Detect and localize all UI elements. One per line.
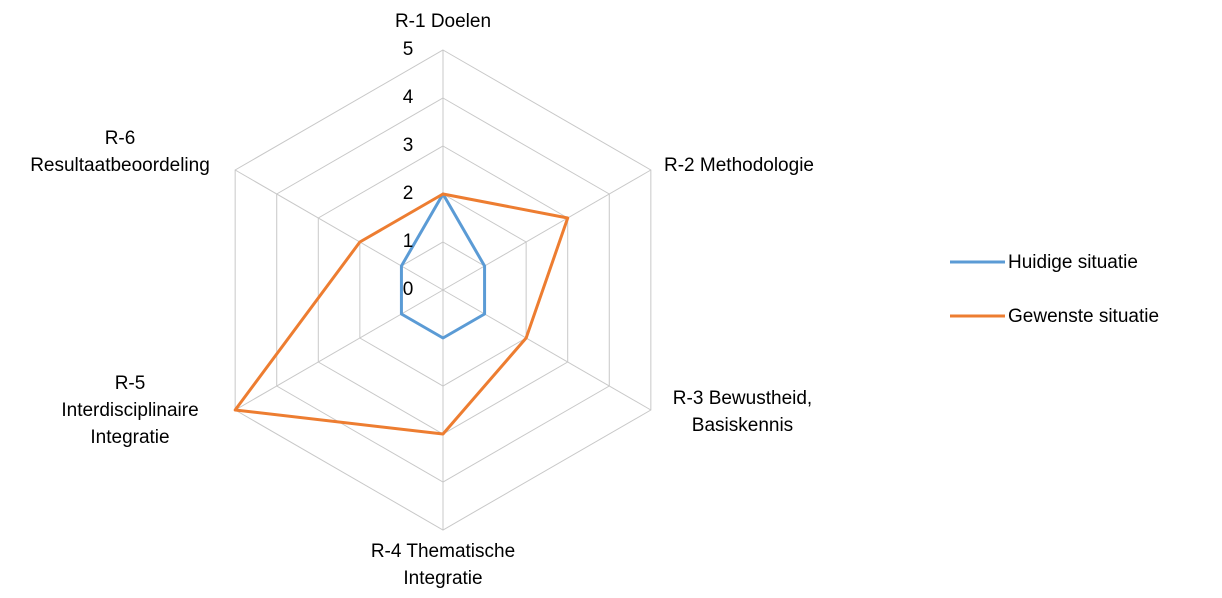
y-tick-label: 3 <box>403 135 414 156</box>
spoke <box>442 289 652 411</box>
y-tick-label: 4 <box>403 87 414 108</box>
y-tick-label: 5 <box>403 39 414 60</box>
series-line <box>399 192 487 340</box>
y-tick-label: 2 <box>403 183 414 204</box>
category-label: R-1 Doelen <box>394 11 492 32</box>
legend-label: Gewenste situatie <box>1008 306 1159 327</box>
legend-label: Huidige situatie <box>1008 252 1138 273</box>
spoke <box>234 289 444 411</box>
category-label: R-2 Methodologie <box>664 155 814 176</box>
spoke <box>442 169 652 291</box>
category-label: R-4 Thematische Integratie <box>370 541 516 589</box>
series-line <box>233 192 570 436</box>
category-label: R-3 Bewustheid, Basiskennis <box>672 388 813 436</box>
category-label: R-6 Resultaatbeoordeling <box>30 128 210 176</box>
category-label: R-5 Interdisciplinaire Integratie <box>61 373 199 448</box>
y-tick-label: 1 <box>403 231 414 252</box>
y-tick-label: 0 <box>403 279 414 300</box>
spoke <box>234 169 444 291</box>
